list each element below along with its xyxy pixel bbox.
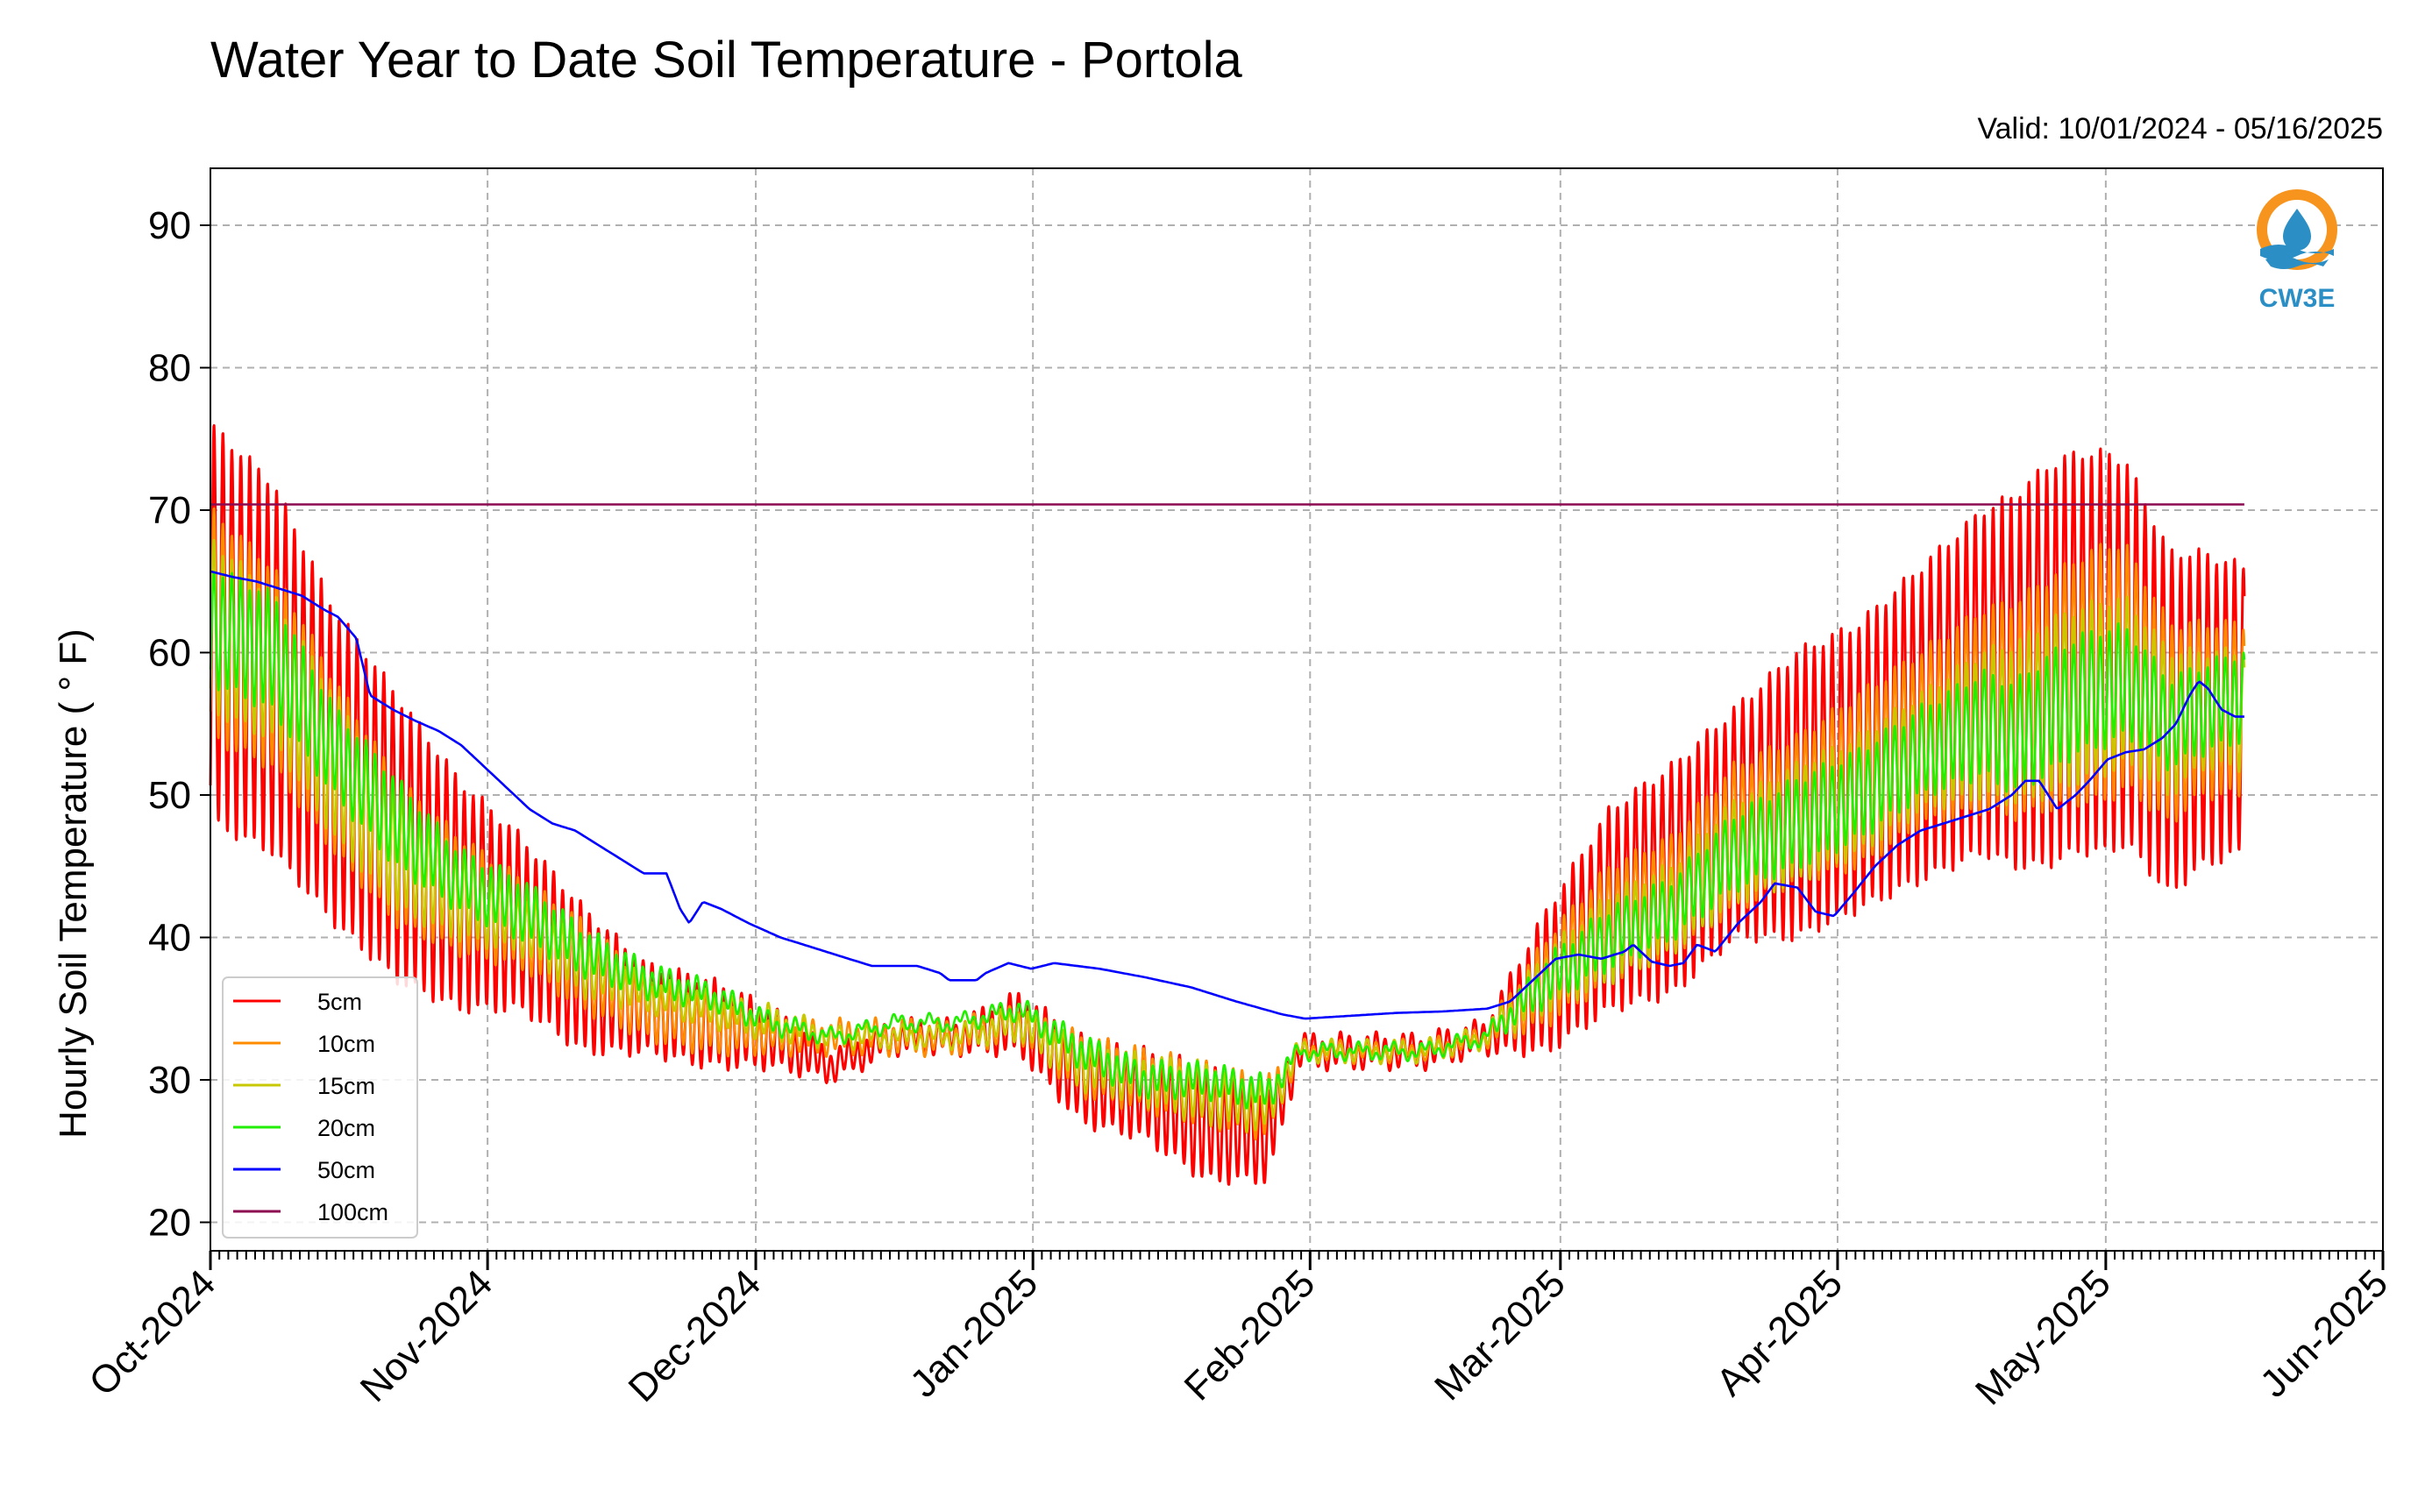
legend-label-10cm: 10cm bbox=[317, 1031, 375, 1057]
logo-text: CW3E bbox=[2259, 284, 2336, 313]
y-tick-label: 60 bbox=[148, 632, 191, 675]
x-ticks: Oct-2024 Nov-2024 Dec-2024 Jan-2025 Feb-2025… bbox=[81, 1251, 2396, 1413]
y-axis-label: Hourly Soil Temperature ( ° F) bbox=[52, 628, 95, 1139]
y-tick-label: 30 bbox=[148, 1059, 191, 1102]
cw3e-logo: CW3E bbox=[2257, 189, 2337, 313]
x-tick-label: Dec-2024 bbox=[621, 1261, 770, 1410]
chart-title: Water Year to Date Soil Temperature - Po… bbox=[210, 32, 1242, 89]
logo-wave-2 bbox=[2265, 256, 2329, 269]
x-tick-label: Feb-2025 bbox=[1177, 1261, 1324, 1409]
legend-label-15cm: 15cm bbox=[317, 1073, 375, 1099]
axes-frame bbox=[210, 167, 2384, 1252]
series-5cm bbox=[209, 423, 2246, 1186]
valid-range: Valid: 10/01/2024 - 05/16/2025 bbox=[1977, 112, 2383, 146]
y-tick-label: 50 bbox=[148, 774, 191, 817]
x-tick-label: Jan-2025 bbox=[902, 1261, 1046, 1405]
plot-frame bbox=[210, 167, 2384, 1252]
legend-label-100cm: 100cm bbox=[317, 1199, 388, 1225]
y-tick-label: 90 bbox=[148, 204, 191, 247]
x-tick-label: Oct-2024 bbox=[81, 1261, 224, 1404]
x-tick-label: May-2025 bbox=[1967, 1261, 2119, 1413]
x-tick-label: Jun-2025 bbox=[2252, 1261, 2396, 1405]
y-tick-label: 70 bbox=[148, 489, 191, 532]
legend-label-20cm: 20cm bbox=[317, 1115, 375, 1141]
legend-label-50cm: 50cm bbox=[317, 1157, 375, 1183]
y-ticks: 20 30 40 50 60 70 80 90 bbox=[148, 204, 210, 1245]
y-tick-label: 40 bbox=[148, 917, 191, 960]
y-tick-label: 80 bbox=[148, 347, 191, 390]
x-tick-label: Nov-2024 bbox=[352, 1261, 501, 1410]
series-lines bbox=[209, 423, 2246, 1186]
legend-label-5cm: 5cm bbox=[317, 989, 362, 1015]
legend: 5cm 10cm 15cm 20cm 50cm 100cm bbox=[222, 976, 418, 1239]
water-drop-sun-icon bbox=[2283, 209, 2311, 251]
x-tick-label: Mar-2025 bbox=[1426, 1261, 1574, 1409]
y-tick-label: 20 bbox=[148, 1202, 191, 1245]
x-tick-label: Apr-2025 bbox=[1708, 1261, 1851, 1404]
series-20cm bbox=[209, 571, 2246, 1110]
series-50cm bbox=[210, 570, 2244, 1020]
